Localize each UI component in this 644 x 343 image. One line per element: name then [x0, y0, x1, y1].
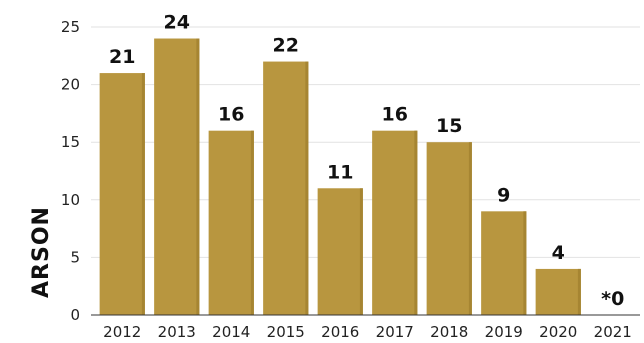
data-label-2018: 15 — [436, 115, 462, 137]
bar-edge-2018 — [468, 142, 472, 315]
y-axis-ticks: 0 5 10 15 20 25 — [61, 18, 80, 324]
x-tick-label: 2021 — [594, 323, 632, 341]
bar-2019 — [481, 211, 527, 315]
data-label-2016: 11 — [327, 161, 353, 183]
data-label-2017: 16 — [382, 104, 408, 126]
x-tick-label: 2018 — [430, 323, 468, 341]
data-label-2015: 22 — [273, 35, 299, 57]
x-tick-label: 2019 — [485, 323, 523, 341]
bar-edge-2019 — [523, 211, 527, 315]
y-axis-label: ARSON — [29, 206, 54, 298]
x-axis-ticks: 2012 2013 2014 2015 2016 2017 2018 2019 2020 2021 — [103, 323, 632, 341]
bar-2012 — [99, 73, 145, 315]
x-tick-label: 2014 — [212, 323, 250, 341]
y-tick-label: 20 — [61, 76, 80, 94]
bars — [99, 38, 581, 316]
x-tick-label: 2015 — [267, 323, 305, 341]
y-tick-label: 15 — [61, 133, 80, 151]
bar-edge-2017 — [414, 130, 418, 315]
x-tick-label: 2013 — [158, 323, 196, 341]
y-tick-label: 0 — [70, 306, 80, 324]
data-label-2013: 24 — [164, 12, 190, 34]
x-tick-label: 2020 — [539, 323, 577, 341]
y-tick-label: 25 — [61, 18, 80, 36]
y-tick-label: 5 — [70, 248, 80, 266]
data-label-2020: 4 — [552, 242, 565, 264]
bar-edge-2014 — [250, 130, 254, 315]
bar-edge-2015 — [305, 61, 309, 316]
bar-edge-2020 — [577, 268, 581, 315]
bar-2016 — [317, 188, 363, 315]
bar-edge-2013 — [196, 38, 200, 316]
data-label-2012: 21 — [109, 46, 135, 68]
x-tick-label: 2017 — [376, 323, 414, 341]
bar-edge-2016 — [359, 188, 363, 315]
y-tick-label: 10 — [61, 191, 80, 209]
bar-2013 — [154, 38, 200, 316]
bar-2015 — [263, 61, 309, 316]
data-label-2014: 16 — [218, 104, 244, 126]
x-tick-label: 2012 — [103, 323, 141, 341]
bar-edge-2012 — [141, 73, 145, 315]
data-label-2019: 9 — [497, 184, 510, 206]
data-label-2021: *0 — [601, 288, 624, 310]
x-tick-label: 2016 — [321, 323, 359, 341]
bar-2018 — [426, 142, 472, 315]
bar-2017 — [372, 130, 418, 315]
data-labels: 21 24 16 22 11 16 15 9 4 *0 — [109, 12, 624, 310]
bar-2020 — [535, 268, 581, 315]
bar-2014 — [208, 130, 254, 315]
